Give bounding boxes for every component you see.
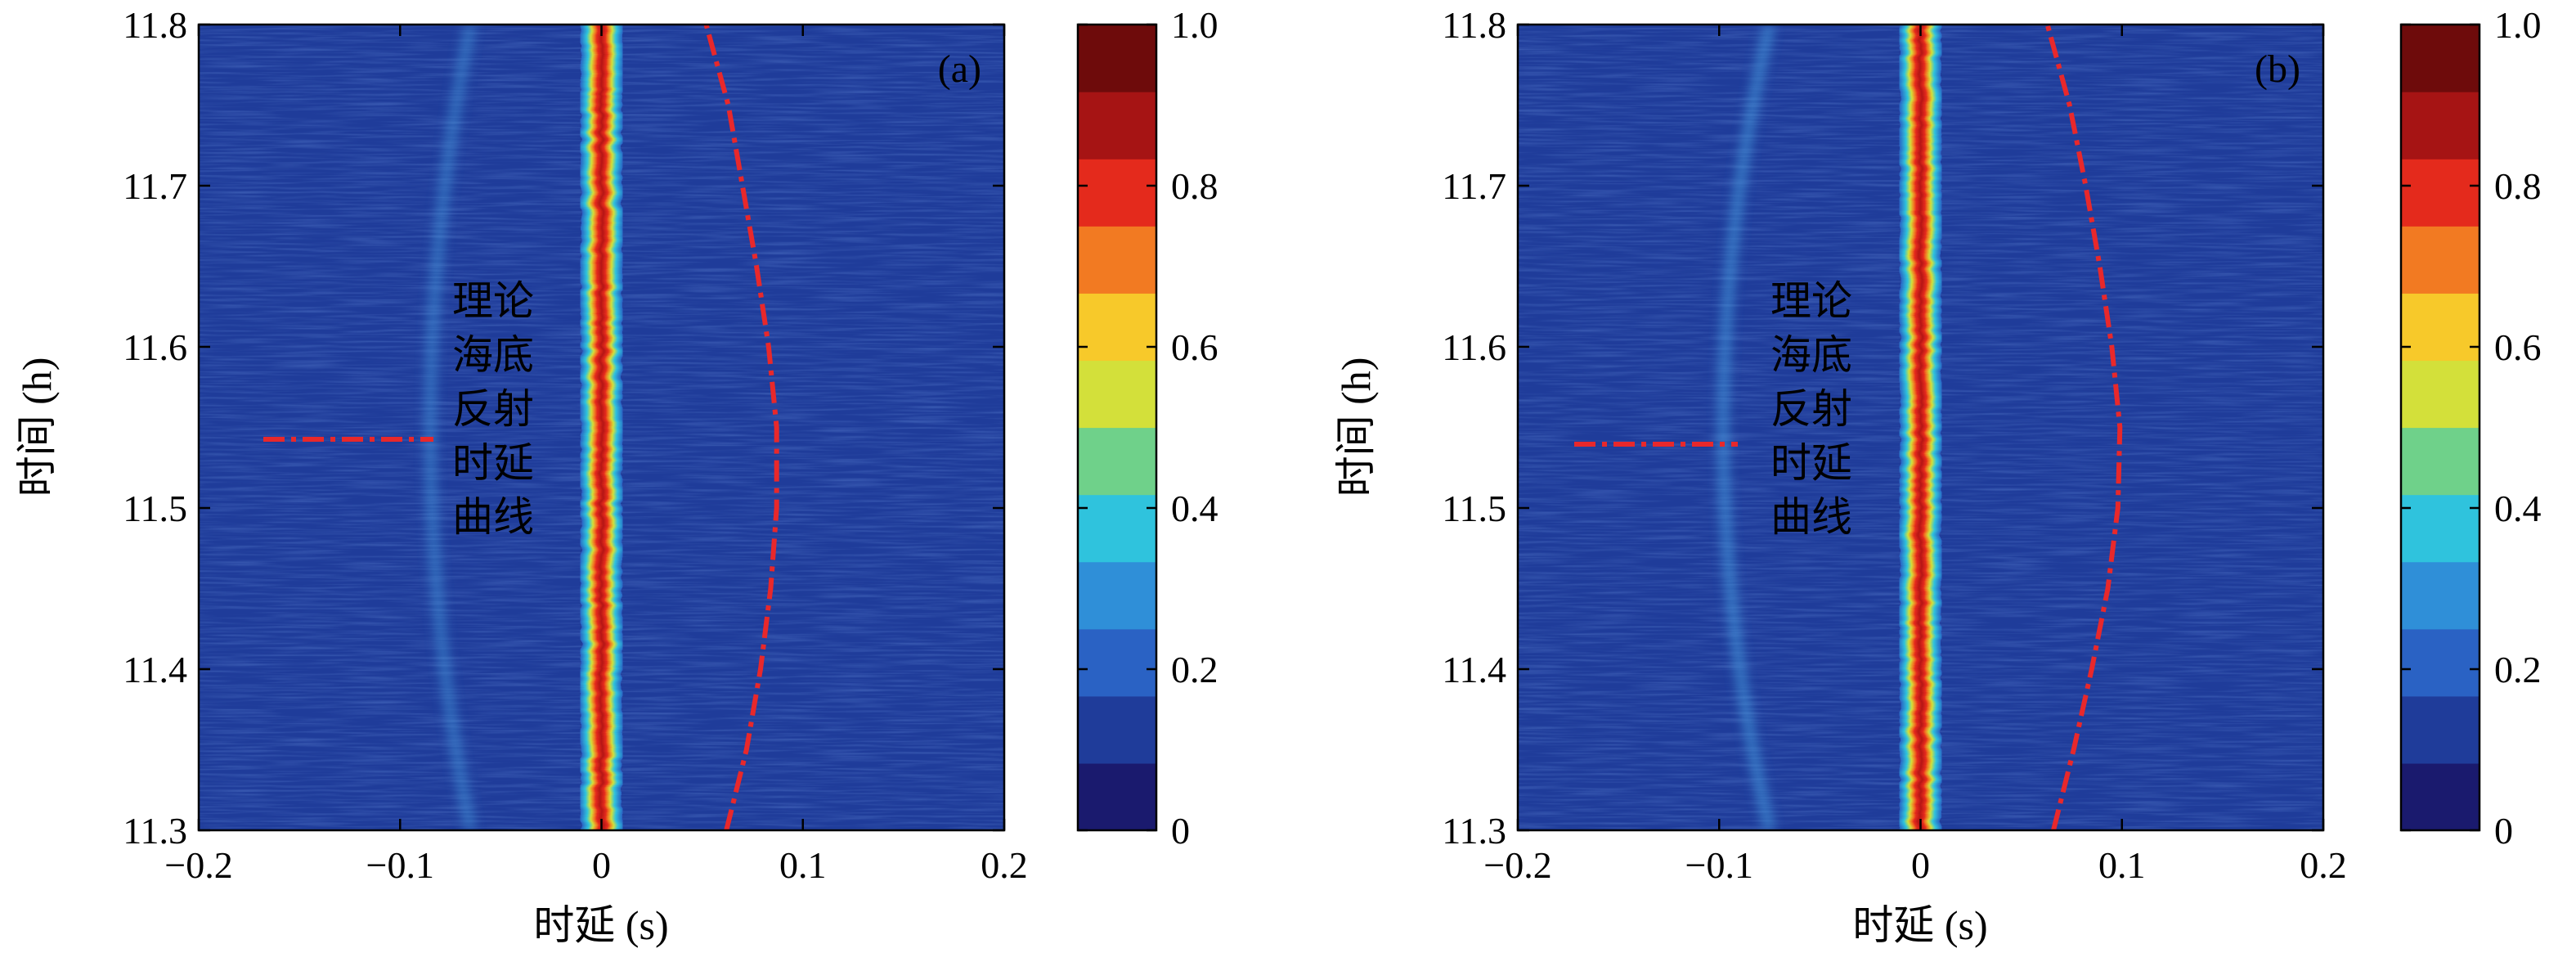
colorbar-segment	[2401, 628, 2480, 697]
colorbar-segment	[2401, 360, 2480, 429]
colorbar-tick-label: 1.0	[1171, 4, 1218, 46]
colorbar-tick-label: 0.4	[2494, 488, 2542, 529]
curve-label-line: 反射	[1770, 385, 1852, 433]
y-tick-label: 11.8	[1442, 4, 1506, 46]
colorbar-tick-label: 0.4	[1171, 488, 1218, 529]
colorbar-segment	[2401, 25, 2480, 92]
x-axis-label: 时延 (s)	[1852, 902, 1987, 948]
colorbar-segment	[1078, 92, 1156, 160]
y-tick-label: 11.8	[123, 4, 187, 46]
x-tick-label: 0	[592, 844, 611, 886]
x-tick-label: −0.1	[1685, 844, 1753, 886]
colorbar-segment	[1078, 427, 1156, 496]
y-axis-label: 时间 (h)	[1333, 357, 1379, 497]
y-tick-label: 11.4	[1442, 649, 1506, 690]
theoretical-curve	[703, 25, 779, 830]
y-tick-label: 11.3	[1442, 810, 1506, 852]
colorbar-segment	[2401, 159, 2480, 227]
panel-label: (b)	[2255, 47, 2300, 91]
x-tick-label: 0	[1911, 844, 1930, 886]
colorbar-tick-label: 0.8	[1171, 165, 1218, 207]
y-tick-label: 11.5	[123, 488, 187, 529]
x-tick-label: 0.2	[981, 844, 1028, 886]
x-tick-label: −0.2	[164, 844, 232, 886]
colorbar-segment	[2401, 695, 2480, 764]
y-tick-label: 11.7	[123, 165, 187, 207]
curve-label-line: 理论	[452, 277, 534, 325]
y-tick-label: 11.7	[1442, 165, 1506, 207]
y-tick-label: 11.6	[1442, 326, 1506, 368]
x-tick-label: −0.2	[1483, 844, 1551, 886]
colorbar-segment	[2401, 92, 2480, 160]
curve-label-line: 曲线	[452, 493, 534, 541]
colorbar-segment	[1078, 293, 1156, 362]
curve-label-line: 海底	[1770, 331, 1852, 379]
colorbar-tick-label: 0.6	[2494, 326, 2542, 368]
colorbar-tick-label: 0	[1171, 810, 1190, 852]
colorbar-tick-label: 0.2	[2494, 649, 2542, 690]
colorbar-segment	[1078, 360, 1156, 429]
x-axis-label: 时延 (s)	[533, 902, 668, 948]
colorbar-segment	[1078, 762, 1156, 831]
colorbar-segment	[2401, 561, 2480, 630]
curve-label-line: 海底	[452, 331, 534, 379]
colorbar-tick-label: 1.0	[2494, 4, 2542, 46]
theoretical-curve	[2044, 25, 2123, 830]
y-tick-label: 11.4	[123, 649, 187, 690]
curve-label-line: 时延	[1770, 439, 1852, 487]
direct-path-band	[1899, 25, 1942, 830]
curve-label-line: 曲线	[1770, 493, 1852, 541]
direct-path-band	[580, 25, 623, 830]
colorbar-segment	[1078, 628, 1156, 697]
colorbar-tick-label: 0.8	[2494, 165, 2542, 207]
colorbar-segment	[1078, 159, 1156, 227]
faint-arc	[425, 25, 476, 830]
heatmap-area	[199, 25, 1004, 830]
colorbar-segment	[2401, 427, 2480, 496]
x-tick-label: 0.1	[2098, 844, 2146, 886]
y-tick-label: 11.6	[123, 326, 187, 368]
colorbar-segment	[2401, 762, 2480, 831]
curve-label-line: 理论	[1770, 277, 1852, 325]
y-axis-label: 时间 (h)	[14, 357, 60, 497]
x-tick-label: 0.1	[779, 844, 827, 886]
colorbar-frame	[1076, 23, 1158, 832]
colorbar-segment	[2401, 293, 2480, 362]
colorbar-segment	[1078, 226, 1156, 294]
colorbar-tick-label: 0.6	[1171, 326, 1218, 368]
faint-arc	[1718, 25, 1775, 830]
colorbar-segment	[2401, 494, 2480, 563]
colorbar-segment	[1078, 494, 1156, 563]
colorbar-segment	[1078, 695, 1156, 764]
curve-label-line: 反射	[452, 385, 534, 433]
colorbar-frame	[2399, 23, 2481, 832]
x-tick-label: −0.1	[366, 844, 434, 886]
heatmap-area	[1518, 25, 2323, 830]
x-tick-label: 0.2	[2300, 844, 2347, 886]
colorbar-segment	[2401, 226, 2480, 294]
colorbar-segment	[1078, 25, 1156, 92]
panel-label: (a)	[938, 47, 981, 91]
curve-label-line: 时延	[452, 439, 534, 487]
colorbar-segment	[1078, 561, 1156, 630]
y-tick-label: 11.5	[1442, 488, 1506, 529]
colorbar-tick-label: 0	[2494, 810, 2513, 852]
y-tick-label: 11.3	[123, 810, 187, 852]
colorbar-tick-label: 0.2	[1171, 649, 1218, 690]
